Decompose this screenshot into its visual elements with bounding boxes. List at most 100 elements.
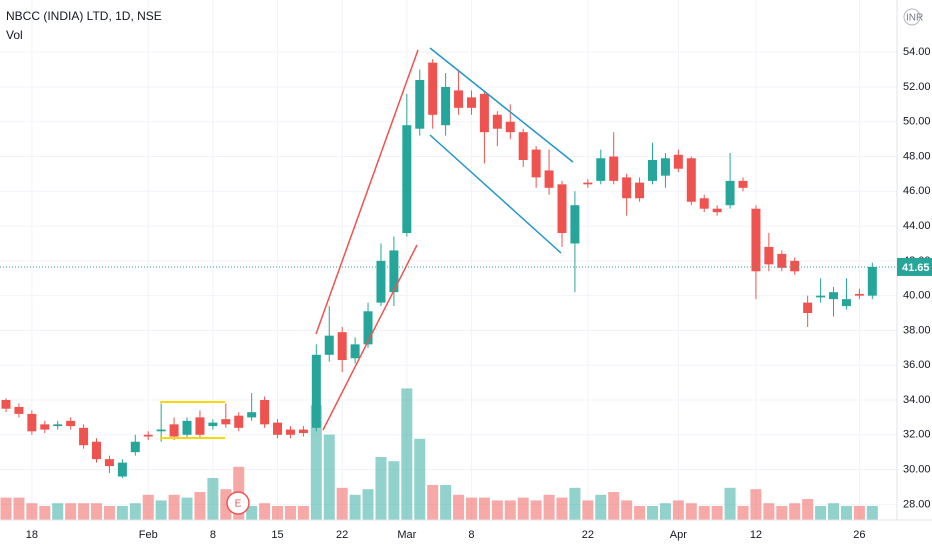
- volume-bar: [866, 506, 878, 520]
- candle-body: [350, 344, 360, 359]
- candle-body: [169, 424, 179, 437]
- volume-bar: [776, 506, 788, 520]
- candle-body: [648, 160, 657, 181]
- volume-bar: [297, 506, 309, 520]
- candle-body: [738, 180, 748, 188]
- currency-icon[interactable]: [903, 8, 921, 26]
- volume-bar: [543, 494, 555, 520]
- candle-body: [415, 80, 425, 129]
- volume-bar: [647, 506, 658, 520]
- candles: [1, 59, 877, 479]
- volume-bar: [737, 506, 749, 520]
- candle-body: [479, 93, 489, 133]
- volume-bar: [530, 500, 542, 520]
- volume-bar: [440, 485, 452, 520]
- earnings-label: E: [235, 499, 242, 510]
- y-tick-label: 36.00: [903, 359, 931, 371]
- y-tick-label: 30.00: [903, 463, 931, 475]
- volume-bar: [724, 487, 736, 520]
- earnings-marker[interactable]: [226, 491, 250, 515]
- last-price-tag: [897, 257, 932, 276]
- candle-body: [712, 208, 722, 213]
- candle-body: [673, 154, 683, 169]
- candle-body: [531, 149, 541, 178]
- y-tick-label: 46.00: [903, 185, 931, 197]
- volume-bar: [414, 438, 426, 520]
- candle-body: [195, 417, 205, 435]
- volume-bar: [517, 497, 529, 520]
- candle-body: [570, 205, 580, 244]
- candle-body: [298, 429, 308, 434]
- y-tick-label: 34.00: [903, 394, 931, 406]
- x-tick-label: 22: [582, 529, 594, 541]
- x-tick-label: 22: [336, 529, 348, 541]
- candle-body: [635, 182, 645, 199]
- chart-title: NBCC (INDIA) LTD, 1D, NSE: [6, 9, 162, 23]
- candle-body: [492, 114, 502, 129]
- volume-bar: [840, 506, 852, 520]
- y-tick-label: 40.00: [903, 290, 931, 302]
- x-tick-label: 18: [26, 529, 38, 541]
- trend-line: [315, 49, 419, 335]
- volume-label: Vol: [6, 28, 23, 42]
- candle-body: [66, 420, 76, 427]
- volume-bar: [698, 506, 710, 520]
- candle-body: [234, 415, 244, 428]
- volume-bar: [375, 457, 387, 520]
- y-tick-label: 52.00: [903, 81, 931, 93]
- x-tick-label: Mar: [397, 529, 416, 541]
- candle-body: [803, 302, 813, 314]
- candle-body: [104, 459, 114, 467]
- channel-line: [429, 47, 574, 163]
- y-tick-label: 28.00: [903, 498, 931, 510]
- candle-body: [466, 97, 476, 108]
- candle-body: [725, 180, 735, 206]
- x-tick-label: 15: [271, 529, 283, 541]
- volume-bar: [595, 494, 607, 520]
- candle-body: [92, 441, 102, 460]
- volume-bar: [750, 489, 762, 520]
- volume-bar: [272, 506, 284, 520]
- trend-line: [322, 244, 418, 431]
- candle-body: [854, 293, 864, 296]
- candle-body: [544, 170, 554, 188]
- candle-body: [156, 429, 166, 432]
- candle-body: [441, 86, 451, 126]
- candle-body: [699, 198, 709, 209]
- volume-bar: [78, 503, 90, 520]
- channel-line: [429, 134, 562, 254]
- last-price-label: 41.65: [902, 262, 930, 274]
- volume-bar: [672, 500, 684, 520]
- x-tick-label: Feb: [139, 529, 158, 541]
- candle-body: [596, 158, 606, 181]
- candle-body: [221, 419, 231, 425]
- candle-body: [14, 406, 24, 414]
- volume-bar: [465, 497, 477, 520]
- volume-bar: [246, 506, 258, 520]
- volume-bar: [336, 487, 348, 520]
- y-tick-label: 32.00: [903, 429, 931, 441]
- volume-bar: [323, 434, 335, 520]
- volume-bar: [401, 388, 413, 520]
- candle-body: [764, 246, 774, 265]
- volume-bar: [828, 503, 840, 520]
- candle-body: [117, 462, 127, 477]
- candle-body: [389, 250, 399, 293]
- volume-bar: [129, 503, 141, 520]
- y-tick-label: 54.00: [903, 46, 931, 58]
- volume-bar: [659, 503, 671, 520]
- candle-body: [867, 266, 877, 296]
- volume-bar: [504, 500, 516, 520]
- volume-bar: [491, 500, 503, 520]
- candle-body: [208, 422, 218, 427]
- volume-bar: [0, 497, 12, 520]
- candle-body: [260, 400, 270, 425]
- candle-body: [337, 332, 347, 360]
- volume-bar: [621, 500, 633, 520]
- volume-bar: [220, 489, 232, 520]
- volume-pane: [0, 388, 878, 520]
- candle-body: [777, 253, 787, 268]
- volume-bar: [349, 494, 361, 520]
